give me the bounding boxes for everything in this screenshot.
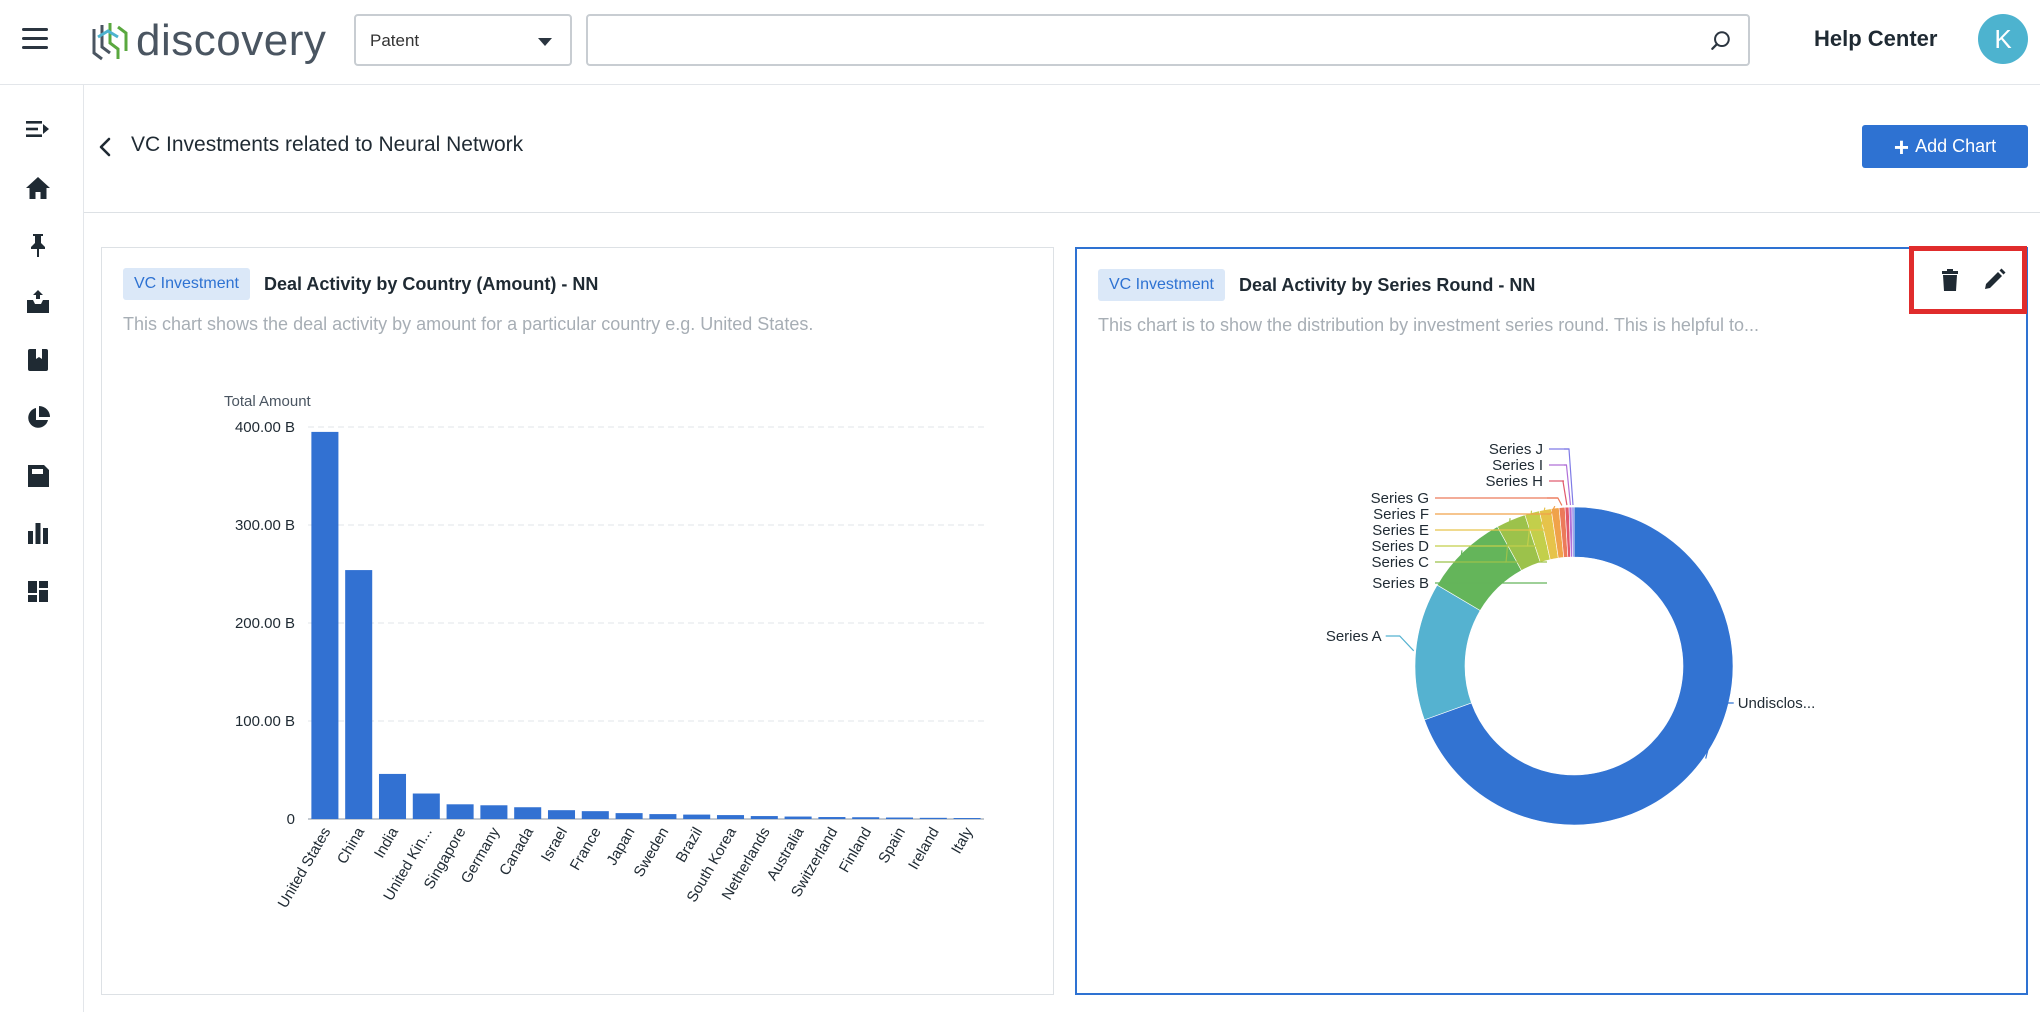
chart-card-country[interactable]: VC Investment Deal Activity by Country (… bbox=[101, 247, 1054, 995]
leader-line bbox=[1547, 498, 1562, 505]
bar[interactable] bbox=[480, 805, 507, 819]
chart-description: This chart shows the deal activity by am… bbox=[123, 314, 813, 335]
slice-label: Series B bbox=[1372, 575, 1429, 592]
x-tick-label: Israel bbox=[538, 825, 571, 865]
dropdown-value: Patent bbox=[370, 31, 419, 51]
bar[interactable] bbox=[447, 804, 474, 819]
y-tick-label: 200.00 B bbox=[235, 615, 295, 632]
leader-line bbox=[1564, 465, 1570, 505]
bar[interactable] bbox=[717, 815, 744, 819]
bar[interactable] bbox=[683, 815, 710, 819]
chart-card-series[interactable]: VC Investment Deal Activity by Series Ro… bbox=[1075, 247, 2028, 995]
donut-slice[interactable] bbox=[1415, 585, 1480, 720]
add-chart-label: Add Chart bbox=[1915, 136, 1996, 157]
help-center-link[interactable]: Help Center bbox=[1814, 26, 1937, 52]
slice-label: Series C bbox=[1371, 554, 1429, 571]
avatar[interactable]: K bbox=[1978, 14, 2028, 64]
slice-label: Series H bbox=[1485, 473, 1543, 490]
x-tick-label: Spain bbox=[875, 825, 909, 867]
x-tick-label: Finland bbox=[836, 825, 875, 876]
search-box bbox=[586, 14, 1750, 66]
y-tick-label: 100.00 B bbox=[235, 713, 295, 730]
bar-chart-icon[interactable] bbox=[24, 519, 52, 547]
chart-description: This chart is to show the distribution b… bbox=[1098, 315, 1759, 336]
chart-title: Deal Activity by Series Round - NN bbox=[1239, 275, 1535, 296]
bar[interactable] bbox=[852, 817, 879, 819]
home-icon[interactable] bbox=[24, 174, 52, 202]
bar[interactable] bbox=[751, 816, 778, 819]
caret-down-icon bbox=[538, 38, 552, 46]
slice-label: Series E bbox=[1372, 522, 1429, 539]
save-icon[interactable] bbox=[24, 462, 52, 490]
slice-label: Series A bbox=[1326, 628, 1382, 645]
search-icon[interactable] bbox=[1710, 30, 1732, 52]
x-tick-label: Japan bbox=[603, 825, 638, 869]
bar[interactable] bbox=[818, 817, 845, 819]
bar[interactable] bbox=[413, 794, 440, 819]
bar[interactable] bbox=[616, 813, 643, 819]
pie-chart-icon[interactable] bbox=[24, 404, 52, 432]
slice-label: Series G bbox=[1371, 490, 1429, 507]
logo-icon bbox=[88, 19, 130, 63]
edit-pencil-icon[interactable] bbox=[1981, 267, 2007, 293]
x-tick-label: China bbox=[334, 824, 369, 867]
bar[interactable] bbox=[514, 807, 541, 819]
slice-label: Series D bbox=[1371, 538, 1429, 555]
page-title: VC Investments related to Neural Network bbox=[131, 133, 523, 157]
leader-line bbox=[1386, 636, 1414, 651]
x-tick-label: India bbox=[371, 824, 402, 861]
bar[interactable] bbox=[548, 810, 575, 819]
bar[interactable] bbox=[345, 570, 372, 819]
top-bar: discovery Patent Help Center K bbox=[0, 0, 2040, 85]
y-tick-label: 0 bbox=[287, 811, 295, 828]
page-header: VC Investments related to Neural Network… bbox=[84, 85, 2040, 213]
slice-label: Series I bbox=[1492, 457, 1543, 474]
bar[interactable] bbox=[954, 818, 981, 819]
x-tick-label: Canada bbox=[496, 824, 537, 879]
book-icon[interactable] bbox=[24, 346, 52, 374]
slice-label: Undisclos... bbox=[1738, 695, 1816, 712]
chart-actions-highlight bbox=[1909, 246, 2027, 314]
slice-label: Series F bbox=[1373, 506, 1429, 523]
collapse-icon[interactable] bbox=[24, 115, 52, 143]
pin-icon[interactable] bbox=[24, 231, 52, 259]
bar[interactable] bbox=[582, 811, 609, 819]
bar[interactable] bbox=[311, 432, 338, 819]
dashboard-icon[interactable] bbox=[24, 577, 52, 605]
category-badge: VC Investment bbox=[123, 268, 250, 300]
logo-text: discovery bbox=[136, 16, 326, 66]
chart-title: Deal Activity by Country (Amount) - NN bbox=[264, 274, 598, 295]
logo[interactable]: discovery bbox=[88, 16, 326, 66]
y-axis-label: Total Amount bbox=[224, 393, 312, 410]
bar[interactable] bbox=[379, 774, 406, 819]
donut-chart: Undisclos...Series ASeries BSeries CSeri… bbox=[1077, 349, 2017, 989]
search-input[interactable] bbox=[598, 24, 1682, 58]
x-tick-label: France bbox=[567, 825, 605, 874]
y-tick-label: 400.00 B bbox=[235, 419, 295, 436]
x-tick-label: United States bbox=[275, 825, 335, 911]
add-chart-button[interactable]: + Add Chart bbox=[1862, 125, 2028, 168]
hamburger-menu-icon[interactable] bbox=[22, 28, 48, 50]
donut-slice[interactable] bbox=[1572, 507, 1574, 557]
x-tick-label: Brazil bbox=[673, 825, 706, 866]
leader-line bbox=[1563, 481, 1567, 505]
slice-label: Series J bbox=[1489, 441, 1543, 458]
inbox-icon[interactable] bbox=[24, 288, 52, 316]
plus-icon: + bbox=[1894, 137, 1909, 157]
x-tick-label: Ireland bbox=[905, 825, 943, 873]
bar[interactable] bbox=[886, 818, 913, 819]
trash-icon[interactable] bbox=[1937, 267, 1963, 293]
bar[interactable] bbox=[649, 814, 676, 819]
x-tick-label: Italy bbox=[948, 824, 977, 857]
search-type-dropdown[interactable]: Patent bbox=[354, 14, 572, 66]
y-tick-label: 300.00 B bbox=[235, 517, 295, 534]
bar-chart: Total Amount 0 100.00 B 200.00 B 300.00 B 400… bbox=[102, 348, 1042, 988]
bar[interactable] bbox=[920, 818, 947, 819]
bar[interactable] bbox=[785, 817, 812, 819]
category-badge: VC Investment bbox=[1098, 269, 1225, 301]
back-chevron-icon[interactable] bbox=[96, 135, 114, 159]
sidebar bbox=[0, 85, 84, 1012]
